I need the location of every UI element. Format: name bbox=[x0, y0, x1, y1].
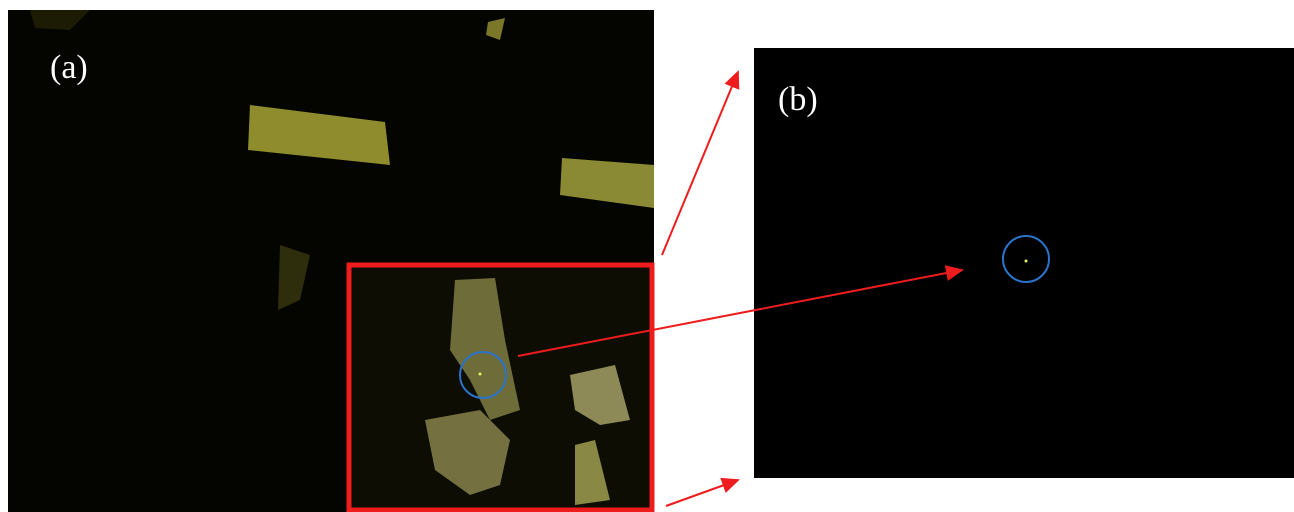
highlight-circle bbox=[459, 351, 507, 399]
crystal bbox=[30, 10, 90, 30]
crystal bbox=[575, 440, 610, 505]
spot bbox=[478, 372, 482, 376]
panel-b: (b) bbox=[754, 48, 1294, 478]
crystal bbox=[248, 105, 390, 165]
crystal bbox=[278, 245, 310, 310]
image-b bbox=[754, 48, 1294, 478]
crystal bbox=[450, 278, 520, 420]
crystal bbox=[486, 18, 505, 40]
crystal bbox=[570, 365, 630, 425]
highlight-circle bbox=[1002, 235, 1050, 283]
crystal bbox=[425, 410, 510, 495]
panel-label: (b) bbox=[778, 81, 818, 118]
spot bbox=[1024, 259, 1028, 263]
arrow bbox=[661, 70, 740, 256]
arrow bbox=[517, 265, 964, 357]
panel-a: (a) bbox=[8, 10, 655, 512]
panel-label: (a) bbox=[50, 49, 88, 86]
crystal bbox=[560, 158, 654, 208]
zoom-box bbox=[346, 262, 655, 512]
arrow bbox=[665, 477, 740, 507]
